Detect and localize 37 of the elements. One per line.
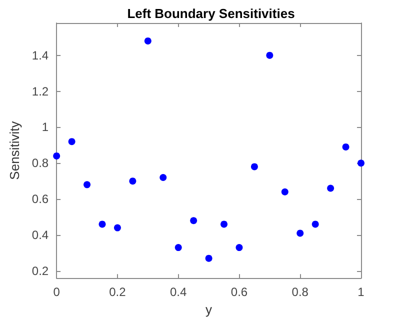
y-tick-label: 0.4	[32, 228, 49, 242]
point	[174, 244, 182, 252]
x-tick-label: 0.6	[230, 285, 248, 300]
x-tick-label: 0	[53, 285, 60, 300]
point	[114, 224, 121, 232]
point	[296, 230, 304, 237]
x-tick-label: 1	[358, 285, 365, 300]
x-tick-label: 0.8	[292, 285, 309, 300]
point	[236, 244, 243, 252]
y-tick-label: 0.8	[32, 156, 49, 170]
point	[327, 184, 334, 192]
point	[205, 254, 212, 262]
point	[250, 163, 258, 170]
point	[312, 220, 319, 228]
point	[84, 181, 91, 188]
point	[220, 220, 228, 228]
x-tick-label: 0.2	[109, 285, 126, 300]
point	[358, 160, 364, 167]
x-tick-label: 0.4	[170, 285, 188, 300]
y-tick-label: 0.2	[32, 264, 49, 278]
chart-title: Left Boundary Sensitivities	[127, 6, 295, 21]
point	[53, 152, 60, 160]
point	[144, 37, 152, 44]
y-tick-label: 1	[42, 120, 49, 134]
y-tick-label: 1.2	[32, 84, 49, 98]
y-axis-title: Sensitivity	[7, 120, 22, 180]
point	[160, 174, 167, 181]
point	[68, 138, 76, 146]
point	[98, 220, 106, 228]
point	[190, 217, 198, 224]
y-tick-label: 0.6	[32, 192, 49, 206]
y-tick-label: 1.4	[32, 48, 49, 62]
point	[129, 178, 136, 185]
x-axis-title: y	[206, 302, 213, 317]
point	[281, 188, 288, 196]
point	[342, 143, 350, 150]
point	[266, 52, 274, 59]
